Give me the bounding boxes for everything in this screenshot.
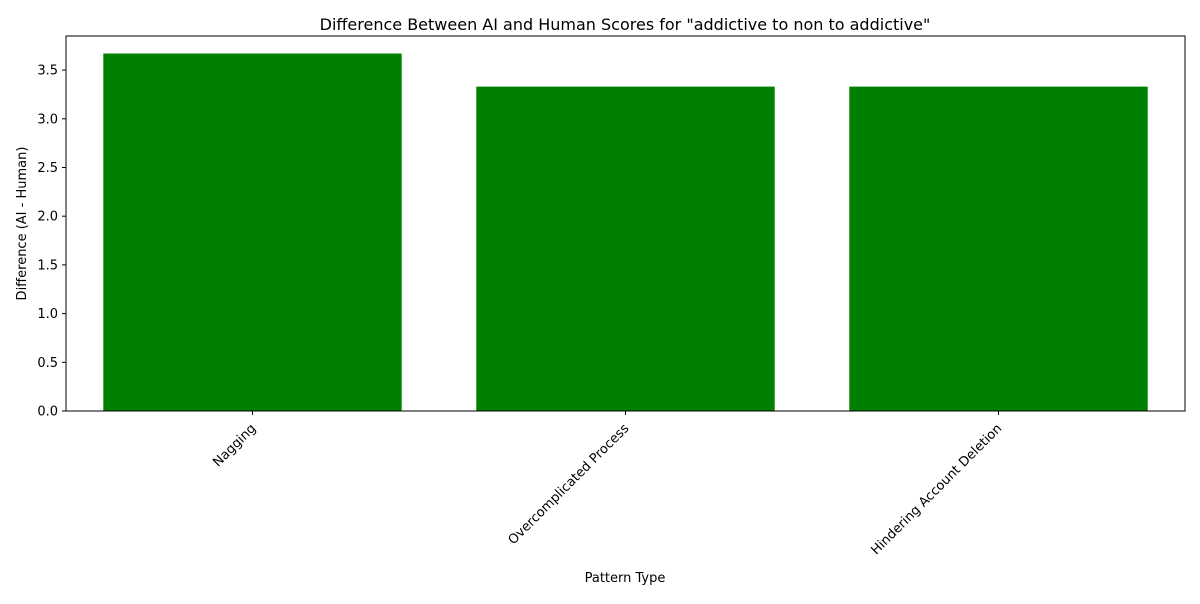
x-tick-label: Overcomplicated Process bbox=[506, 421, 633, 548]
y-tick-label: 0.5 bbox=[37, 356, 58, 371]
y-axis-label: Difference (AI - Human) bbox=[15, 147, 30, 301]
y-tick-label: 3.0 bbox=[37, 112, 58, 127]
y-tick-label: 2.0 bbox=[37, 210, 58, 225]
bar bbox=[849, 86, 1148, 411]
x-tick-label: Nagging bbox=[210, 421, 259, 470]
bars-layer bbox=[103, 53, 1148, 411]
bar bbox=[103, 53, 402, 411]
y-ticks: 0.0 0.5 1.0 1.5 2.0 2.5 3.0 3.5 bbox=[37, 64, 66, 420]
x-ticks: Nagging Overcomplicated Process Hindering … bbox=[210, 411, 1005, 558]
y-tick-label: 0.0 bbox=[37, 405, 58, 420]
chart-title: Difference Between AI and Human Scores f… bbox=[320, 15, 931, 34]
x-tick-label: Hindering Account Deletion bbox=[868, 421, 1005, 558]
bar bbox=[476, 86, 775, 411]
y-tick-label: 1.0 bbox=[37, 307, 58, 322]
x-axis-label: Pattern Type bbox=[585, 571, 666, 586]
y-tick-label: 3.5 bbox=[37, 64, 58, 79]
y-tick-label: 2.5 bbox=[37, 161, 58, 176]
y-tick-label: 1.5 bbox=[37, 258, 58, 273]
